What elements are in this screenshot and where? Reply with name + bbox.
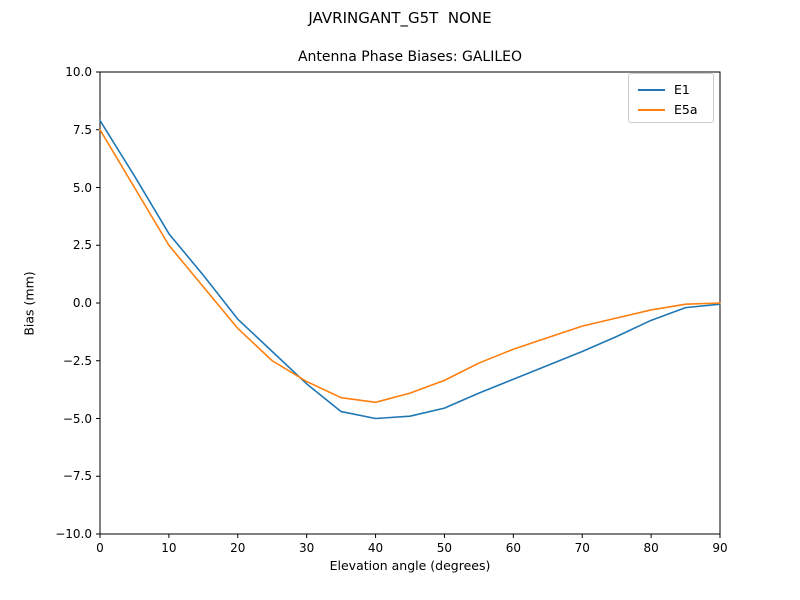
legend: E1 E5a (628, 73, 714, 123)
y-tick-label: 5.0 (72, 180, 92, 195)
legend-label-e1: E1 (674, 82, 690, 97)
y-axis-label: Bias (mm) (21, 271, 37, 336)
y-tick-label: −7.5 (62, 469, 92, 484)
x-tick-label: 70 (574, 541, 590, 555)
axes-spines (99, 71, 721, 535)
x-tick-label: 50 (436, 541, 453, 555)
x-tick-label: 60 (505, 541, 521, 555)
legend-label-e5a: E5a (674, 102, 698, 117)
y-tick-label: −2.5 (62, 353, 92, 368)
legend-entry-e1: E1 (638, 80, 705, 100)
x-tick-label: 80 (643, 541, 659, 555)
e1-line-swatch (638, 89, 665, 91)
y-tick-label: 0.0 (72, 296, 92, 310)
y-tick-label: 7.5 (72, 122, 92, 137)
series-line-e1 (99, 119, 721, 420)
y-tick-label: 10.0 (65, 65, 92, 79)
figure-suptitle: JAVRINGANT_G5T NONE (308, 9, 492, 27)
e5a-line-swatch (638, 109, 665, 111)
series-line-e5a (99, 128, 721, 404)
x-tick-label: 30 (299, 541, 315, 555)
y-tick-label: 2.5 (72, 238, 92, 253)
x-tick-label: 10 (161, 541, 177, 555)
x-axis-label: Elevation angle (degrees) (329, 558, 491, 573)
x-tick-label: 90 (712, 541, 728, 555)
y-tick-label: −10.0 (55, 527, 92, 541)
legend-entry-e5a: E5a (638, 100, 705, 120)
x-tick-label: 40 (367, 541, 384, 555)
y-tick-label: −5.0 (62, 411, 92, 426)
x-tick-label: 20 (230, 541, 246, 555)
axes-title: Antenna Phase Biases: GALILEO (297, 49, 523, 65)
x-tick-label: 0 (96, 541, 104, 555)
